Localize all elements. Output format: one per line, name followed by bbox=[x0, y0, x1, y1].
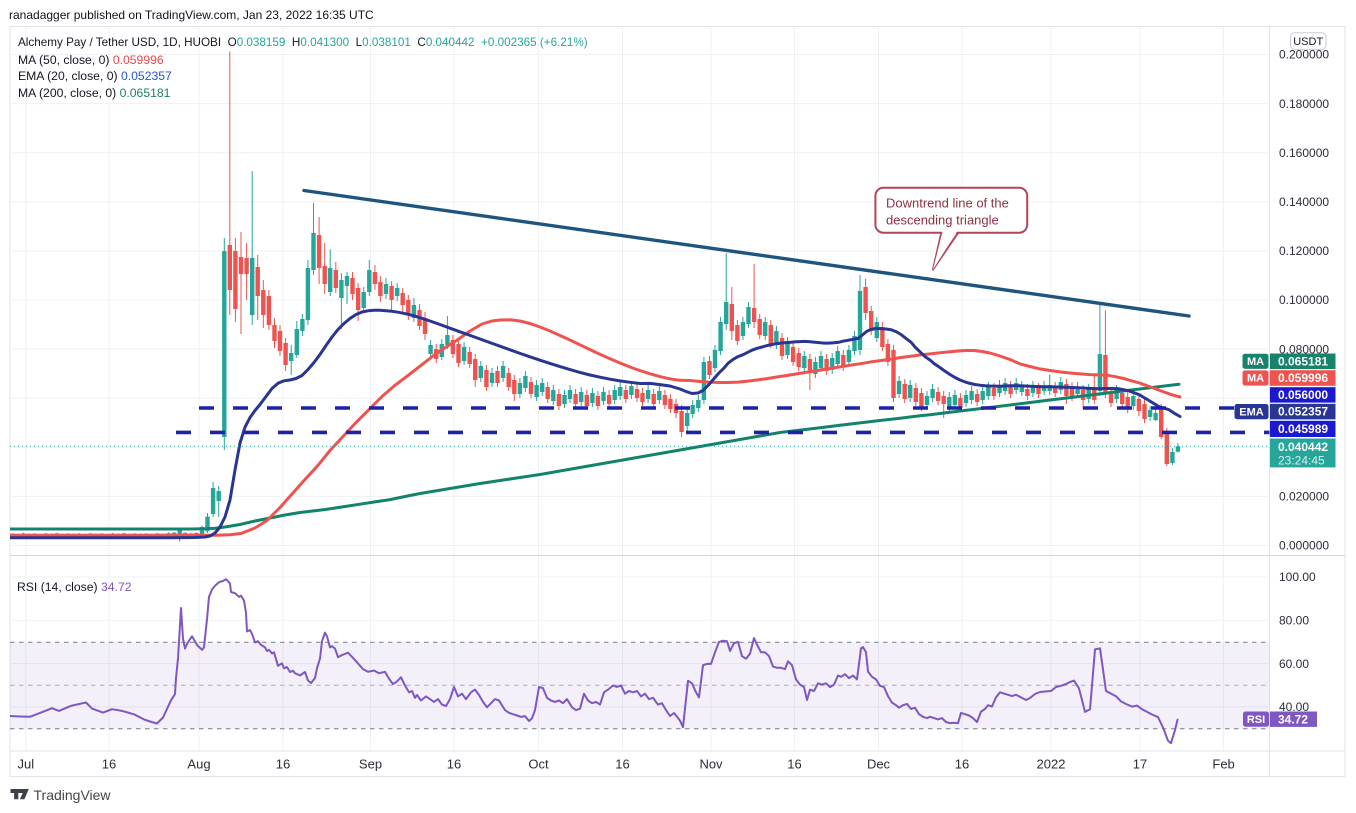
svg-text:descending triangle: descending triangle bbox=[886, 213, 999, 228]
svg-text:0.000000: 0.000000 bbox=[1279, 539, 1329, 553]
svg-text:0.040442: 0.040442 bbox=[1278, 440, 1328, 454]
svg-text:Sep: Sep bbox=[359, 757, 382, 772]
svg-text:2022: 2022 bbox=[1037, 757, 1066, 772]
svg-text:16: 16 bbox=[955, 757, 969, 772]
svg-text:16: 16 bbox=[102, 757, 116, 772]
svg-text:Oct: Oct bbox=[528, 757, 549, 772]
svg-text:16: 16 bbox=[447, 757, 461, 772]
svg-text:MA: MA bbox=[1247, 373, 1264, 385]
svg-text:EMA: EMA bbox=[1239, 406, 1264, 418]
svg-text:USDT: USDT bbox=[1293, 36, 1323, 48]
svg-text:0.056000: 0.056000 bbox=[1278, 388, 1328, 402]
svg-text:0.180000: 0.180000 bbox=[1279, 97, 1329, 111]
svg-text:0.160000: 0.160000 bbox=[1279, 146, 1329, 160]
svg-text:60.00: 60.00 bbox=[1279, 657, 1309, 671]
svg-text:16: 16 bbox=[787, 757, 801, 772]
svg-text:Downtrend line of the: Downtrend line of the bbox=[886, 196, 1009, 211]
svg-text:Nov: Nov bbox=[699, 757, 723, 772]
svg-text:Aug: Aug bbox=[187, 757, 210, 772]
svg-text:0.100000: 0.100000 bbox=[1279, 293, 1329, 307]
svg-text:0.200000: 0.200000 bbox=[1279, 48, 1329, 62]
svg-text:23:24:45: 23:24:45 bbox=[1278, 454, 1325, 468]
svg-text:Jul: Jul bbox=[17, 757, 34, 772]
svg-text:0.020000: 0.020000 bbox=[1279, 490, 1329, 504]
svg-text:40.00: 40.00 bbox=[1279, 700, 1309, 714]
svg-text:RSI (14, close) 34.72: RSI (14, close) 34.72 bbox=[17, 580, 132, 594]
svg-text:100.00: 100.00 bbox=[1279, 570, 1316, 584]
svg-text:MA (50, close, 0) 0.059996: MA (50, close, 0) 0.059996 bbox=[18, 53, 164, 67]
svg-text:0.140000: 0.140000 bbox=[1279, 195, 1329, 209]
svg-text:MA: MA bbox=[1247, 356, 1264, 368]
svg-text:0.045989: 0.045989 bbox=[1278, 422, 1328, 436]
svg-text:ranadagger published on Tradin: ranadagger published on TradingView.com,… bbox=[9, 8, 374, 22]
svg-text:16: 16 bbox=[615, 757, 629, 772]
svg-text:0.080000: 0.080000 bbox=[1279, 342, 1329, 356]
svg-text:Feb: Feb bbox=[1212, 757, 1234, 772]
svg-text:TradingView: TradingView bbox=[34, 787, 112, 803]
svg-text:RSI: RSI bbox=[1247, 714, 1265, 726]
svg-text:34.72: 34.72 bbox=[1278, 712, 1308, 726]
svg-text:0.120000: 0.120000 bbox=[1279, 244, 1329, 258]
svg-text:0.052357: 0.052357 bbox=[1278, 405, 1328, 419]
svg-text:0.059996: 0.059996 bbox=[1278, 371, 1328, 385]
svg-text:MA (200, close, 0) 0.065181: MA (200, close, 0) 0.065181 bbox=[18, 86, 171, 100]
svg-text:80.00: 80.00 bbox=[1279, 614, 1309, 628]
svg-text:EMA (20, close, 0) 0.052357: EMA (20, close, 0) 0.052357 bbox=[18, 69, 172, 83]
svg-text:16: 16 bbox=[276, 757, 290, 772]
svg-text:0.065181: 0.065181 bbox=[1278, 354, 1328, 368]
svg-text:Dec: Dec bbox=[867, 757, 891, 772]
svg-text:17: 17 bbox=[1133, 757, 1147, 772]
svg-text:Alchemy Pay / Tether USD, 1D,: Alchemy Pay / Tether USD, 1D, HUOBI O0.0… bbox=[18, 36, 588, 49]
